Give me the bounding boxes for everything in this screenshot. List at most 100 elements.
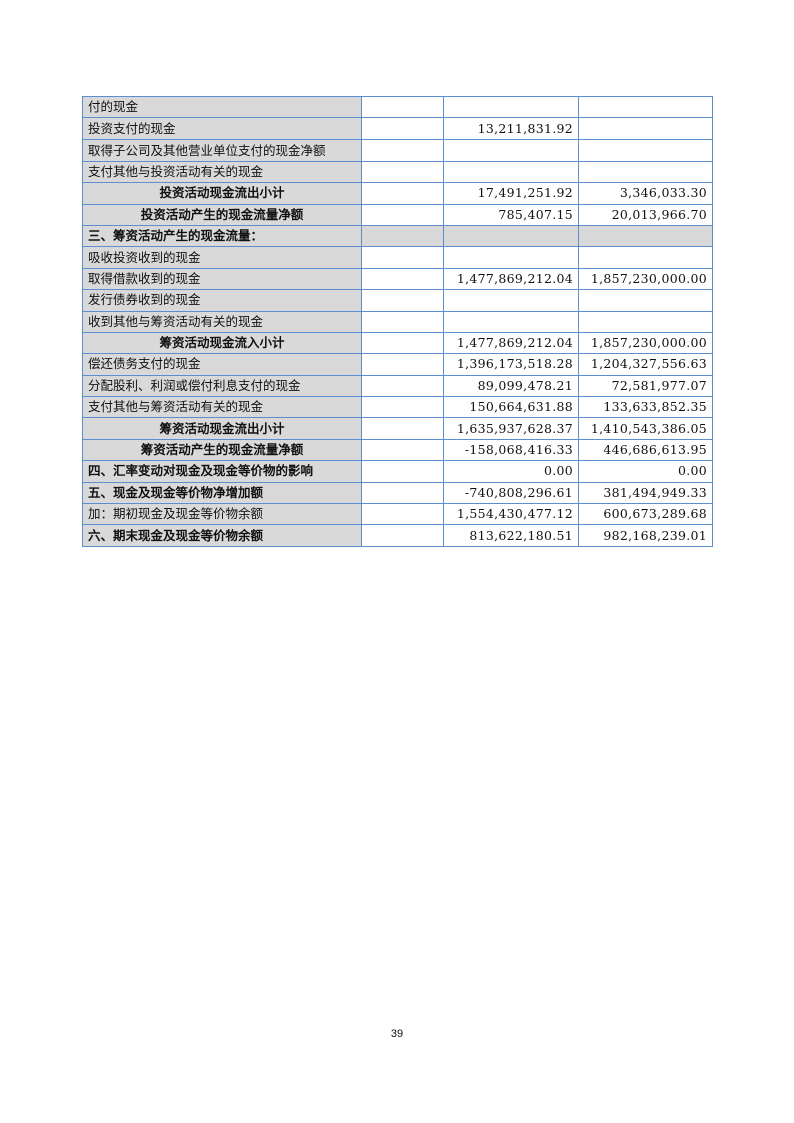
note-cell: [361, 289, 444, 312]
table-row: 投资活动现金流出小计 17,491,251.92 3,346,033.30: [82, 182, 713, 205]
row-label: 投资活动现金流出小计: [82, 182, 362, 205]
current-period-value: 89,099,478.21: [443, 374, 579, 398]
note-cell: [361, 310, 444, 333]
row-label: 投资活动产生的现金流量净额: [82, 203, 362, 226]
row-label: 收到其他与筹资活动有关的现金: [82, 310, 362, 333]
prior-period-value: 72,581,977.07: [578, 374, 713, 398]
prior-period-value: [578, 138, 713, 162]
prior-period-value: [578, 289, 713, 312]
table-row: 分配股利、利润或偿付利息支付的现金 89,099,478.21 72,581,977…: [82, 374, 713, 398]
prior-period-value: 3,346,033.30: [578, 182, 713, 205]
table-row: 取得子公司及其他营业单位支付的现金净额: [82, 138, 713, 162]
current-period-value: 1,477,869,212.04: [443, 331, 579, 355]
prior-period-value: [578, 117, 713, 140]
note-cell: [361, 138, 444, 162]
row-label: 投资支付的现金: [82, 117, 362, 140]
prior-period-value: 1,857,230,000.00: [578, 267, 713, 291]
note-cell: [361, 374, 444, 398]
table-row: 筹资活动产生的现金流量净额 -158,068,416.33 446,686,613.…: [82, 438, 713, 462]
current-period-value: [443, 160, 579, 184]
prior-period-value: [578, 160, 713, 184]
note-cell: [361, 331, 444, 355]
note-cell: [361, 117, 444, 140]
note-cell: [361, 353, 444, 376]
table-row: 三、筹资活动产生的现金流量：: [82, 224, 713, 248]
note-cell: [361, 182, 444, 205]
row-label: 加：期初现金及现金等价物余额: [82, 503, 362, 526]
row-label: 支付其他与投资活动有关的现金: [82, 160, 362, 184]
table-row: 收到其他与筹资活动有关的现金: [82, 310, 713, 333]
current-period-value: 1,554,430,477.12: [443, 503, 579, 526]
prior-period-value: 133,633,852.35: [578, 396, 713, 419]
current-period-value: 1,477,869,212.04: [443, 267, 579, 291]
row-label: 付的现金: [82, 95, 362, 119]
note-cell: [361, 95, 444, 119]
note-cell: [361, 417, 444, 440]
note-cell: [361, 224, 444, 248]
note-cell: [361, 160, 444, 184]
table-row: 筹资活动现金流入小计 1,477,869,212.04 1,857,230,000.…: [82, 331, 713, 355]
prior-period-value: 20,013,966.70: [578, 203, 713, 226]
prior-period-value: 1,204,327,556.63: [578, 353, 713, 376]
row-label: 偿还债务支付的现金: [82, 353, 362, 376]
prior-period-value: 1,410,543,386.05: [578, 417, 713, 440]
table-row: 筹资活动现金流出小计 1,635,937,628.37 1,410,543,386.…: [82, 417, 713, 440]
current-period-value: 785,407.15: [443, 203, 579, 226]
note-cell: [361, 503, 444, 526]
row-label: 五、现金及现金等价物净增加额: [82, 481, 362, 505]
note-cell: [361, 246, 444, 269]
current-period-value: [443, 289, 579, 312]
current-period-value: 813,622,180.51: [443, 524, 579, 547]
current-period-value: -158,068,416.33: [443, 438, 579, 462]
current-period-value: 17,491,251.92: [443, 182, 579, 205]
prior-period-value: [578, 224, 713, 248]
note-cell: [361, 524, 444, 547]
current-period-value: 150,664,631.88: [443, 396, 579, 419]
prior-period-value: [578, 310, 713, 333]
row-label: 筹资活动产生的现金流量净额: [82, 438, 362, 462]
note-cell: [361, 267, 444, 291]
prior-period-value: [578, 246, 713, 269]
note-cell: [361, 481, 444, 505]
note-cell: [361, 203, 444, 226]
row-label: 三、筹资活动产生的现金流量：: [82, 224, 362, 248]
row-label: 四、汇率变动对现金及现金等价物的影响: [82, 460, 362, 483]
prior-period-value: 600,673,289.68: [578, 503, 713, 526]
table-row: 付的现金: [82, 95, 713, 119]
row-label: 筹资活动现金流入小计: [82, 331, 362, 355]
note-cell: [361, 438, 444, 462]
row-label: 吸收投资收到的现金: [82, 246, 362, 269]
current-period-value: 13,211,831.92: [443, 117, 579, 140]
current-period-value: 0.00: [443, 460, 579, 483]
prior-period-value: [578, 95, 713, 119]
current-period-value: [443, 246, 579, 269]
page-number: 39: [390, 1028, 404, 1040]
row-label: 取得借款收到的现金: [82, 267, 362, 291]
table-row: 加：期初现金及现金等价物余额 1,554,430,477.12 600,673,28…: [82, 503, 713, 526]
prior-period-value: 446,686,613.95: [578, 438, 713, 462]
current-period-value: [443, 138, 579, 162]
row-label: 分配股利、利润或偿付利息支付的现金: [82, 374, 362, 398]
table-row: 投资支付的现金 13,211,831.92: [82, 117, 713, 140]
row-label: 六、期末现金及现金等价物余额: [82, 524, 362, 547]
table-row: 六、期末现金及现金等价物余额 813,622,180.51 982,168,239.…: [82, 524, 713, 547]
table-row: 吸收投资收到的现金: [82, 246, 713, 269]
current-period-value: 1,396,173,518.28: [443, 353, 579, 376]
table-row: 四、汇率变动对现金及现金等价物的影响 0.00 0.00: [82, 460, 713, 483]
table-row: 取得借款收到的现金 1,477,869,212.04 1,857,230,000.0…: [82, 267, 713, 291]
note-cell: [361, 396, 444, 419]
prior-period-value: 982,168,239.01: [578, 524, 713, 547]
current-period-value: [443, 95, 579, 119]
current-period-value: [443, 310, 579, 333]
current-period-value: 1,635,937,628.37: [443, 417, 579, 440]
prior-period-value: 381,494,949.33: [578, 481, 713, 505]
table-row: 支付其他与筹资活动有关的现金 150,664,631.88 133,633,852.…: [82, 396, 713, 419]
row-label: 发行债券收到的现金: [82, 289, 362, 312]
row-label: 筹资活动现金流出小计: [82, 417, 362, 440]
prior-period-value: 0.00: [578, 460, 713, 483]
table-row: 偿还债务支付的现金 1,396,173,518.28 1,204,327,556.6…: [82, 353, 713, 376]
cash-flow-table: 付的现金 投资支付的现金 13,211,831.92 取得子公司及其他营业单位支付的现…: [82, 95, 713, 547]
current-period-value: -740,808,296.61: [443, 481, 579, 505]
row-label: 取得子公司及其他营业单位支付的现金净额: [82, 138, 362, 162]
table-row: 五、现金及现金等价物净增加额 -740,808,296.61 381,494,949…: [82, 481, 713, 505]
